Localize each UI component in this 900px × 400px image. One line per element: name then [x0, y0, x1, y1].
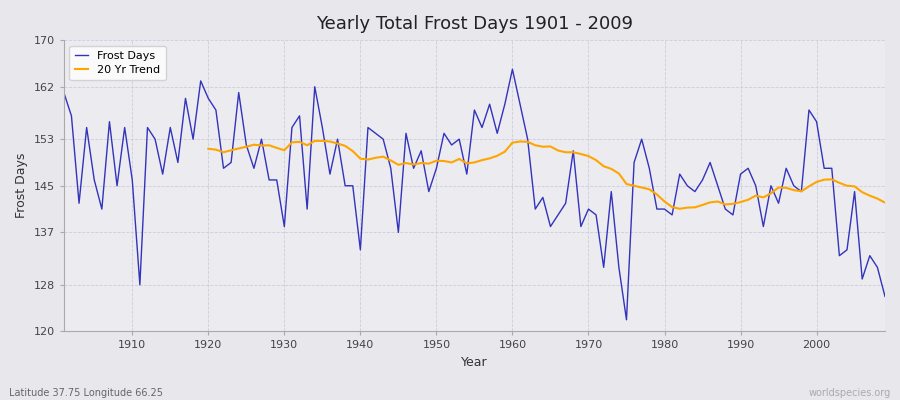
Legend: Frost Days, 20 Yr Trend: Frost Days, 20 Yr Trend	[69, 46, 166, 80]
Frost Days	[332, 137, 343, 142]
20 Yr Trend	[879, 200, 890, 205]
Y-axis label: Frost Days: Frost Days	[15, 153, 28, 218]
Frost Days	[58, 90, 69, 95]
20 Yr Trend	[416, 161, 427, 166]
20 Yr Trend	[864, 193, 875, 198]
Frost Days	[515, 102, 526, 106]
Frost Days	[606, 189, 616, 194]
Text: worldspecies.org: worldspecies.org	[809, 388, 891, 398]
Frost Days	[500, 102, 510, 106]
Frost Days	[286, 125, 297, 130]
Text: Latitude 37.75 Longitude 66.25: Latitude 37.75 Longitude 66.25	[9, 388, 163, 398]
Frost Days	[120, 125, 130, 130]
20 Yr Trend	[202, 146, 213, 151]
20 Yr Trend	[674, 206, 685, 211]
Line: 20 Yr Trend: 20 Yr Trend	[208, 141, 885, 209]
20 Yr Trend	[310, 138, 320, 143]
Title: Yearly Total Frost Days 1901 - 2009: Yearly Total Frost Days 1901 - 2009	[316, 15, 633, 33]
Frost Days	[879, 294, 890, 299]
Line: Frost Days: Frost Days	[64, 69, 885, 320]
X-axis label: Year: Year	[461, 356, 488, 369]
20 Yr Trend	[796, 189, 806, 194]
20 Yr Trend	[781, 186, 792, 190]
20 Yr Trend	[294, 139, 305, 144]
20 Yr Trend	[689, 205, 700, 210]
Frost Days	[621, 317, 632, 322]
Frost Days	[507, 67, 517, 72]
